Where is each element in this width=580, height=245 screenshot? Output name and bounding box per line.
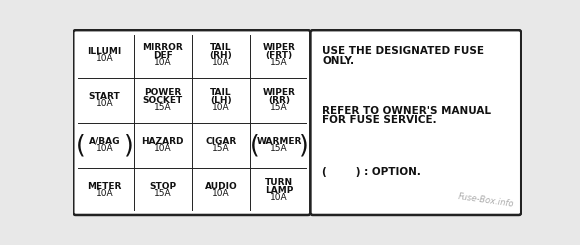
Text: WIPER: WIPER bbox=[263, 43, 295, 52]
Text: AUDIO: AUDIO bbox=[205, 182, 237, 191]
FancyBboxPatch shape bbox=[73, 30, 310, 215]
Text: 10A: 10A bbox=[96, 99, 114, 108]
Text: ): ) bbox=[299, 133, 309, 157]
Text: 10A: 10A bbox=[96, 54, 114, 63]
Text: START: START bbox=[89, 92, 121, 101]
Text: 15A: 15A bbox=[270, 144, 288, 153]
Text: 10A: 10A bbox=[154, 144, 172, 153]
Text: SOCKET: SOCKET bbox=[143, 96, 183, 105]
Text: METER: METER bbox=[88, 182, 122, 191]
Text: (RR): (RR) bbox=[268, 96, 290, 105]
Text: STOP: STOP bbox=[149, 182, 176, 191]
Text: FOR FUSE SERVICE.: FOR FUSE SERVICE. bbox=[322, 115, 437, 125]
Text: 10A: 10A bbox=[212, 189, 230, 198]
Text: HAZARD: HAZARD bbox=[142, 137, 184, 146]
Text: (FRT): (FRT) bbox=[266, 50, 292, 60]
Text: 10A: 10A bbox=[96, 189, 114, 198]
Text: 10A: 10A bbox=[154, 58, 172, 67]
Text: ILLUMI: ILLUMI bbox=[88, 47, 122, 56]
Text: DEF: DEF bbox=[153, 50, 173, 60]
Text: 15A: 15A bbox=[270, 103, 288, 112]
Text: 10A: 10A bbox=[270, 193, 288, 202]
Text: 10A: 10A bbox=[96, 144, 114, 153]
Text: WIPER: WIPER bbox=[263, 88, 295, 97]
Text: TAIL: TAIL bbox=[210, 88, 232, 97]
Text: MIRROR: MIRROR bbox=[143, 43, 183, 52]
Text: 10A: 10A bbox=[212, 58, 230, 67]
Text: (: ( bbox=[250, 133, 259, 157]
Text: (        ) : OPTION.: ( ) : OPTION. bbox=[322, 167, 421, 177]
Text: TURN: TURN bbox=[265, 178, 293, 187]
Text: 15A: 15A bbox=[154, 103, 172, 112]
Text: (: ( bbox=[75, 133, 85, 157]
Text: LAMP: LAMP bbox=[265, 186, 293, 195]
Text: 15A: 15A bbox=[212, 144, 230, 153]
Text: (LH): (LH) bbox=[210, 96, 232, 105]
Text: TAIL: TAIL bbox=[210, 43, 232, 52]
Text: (RH): (RH) bbox=[209, 50, 232, 60]
Text: USE THE DESIGNATED FUSE: USE THE DESIGNATED FUSE bbox=[322, 46, 484, 56]
Text: ONLY.: ONLY. bbox=[322, 56, 354, 66]
FancyBboxPatch shape bbox=[310, 30, 521, 215]
Text: Fuse-Box.info: Fuse-Box.info bbox=[458, 192, 515, 209]
Text: A/BAG: A/BAG bbox=[89, 137, 121, 146]
Text: 10A: 10A bbox=[212, 103, 230, 112]
Text: 15A: 15A bbox=[154, 189, 172, 198]
Text: REFER TO OWNER'S MANUAL: REFER TO OWNER'S MANUAL bbox=[322, 106, 491, 116]
Text: CIGAR: CIGAR bbox=[205, 137, 237, 146]
Text: ): ) bbox=[124, 133, 134, 157]
Text: WARMER: WARMER bbox=[256, 137, 302, 146]
Text: POWER: POWER bbox=[144, 88, 182, 97]
Text: 15A: 15A bbox=[270, 58, 288, 67]
